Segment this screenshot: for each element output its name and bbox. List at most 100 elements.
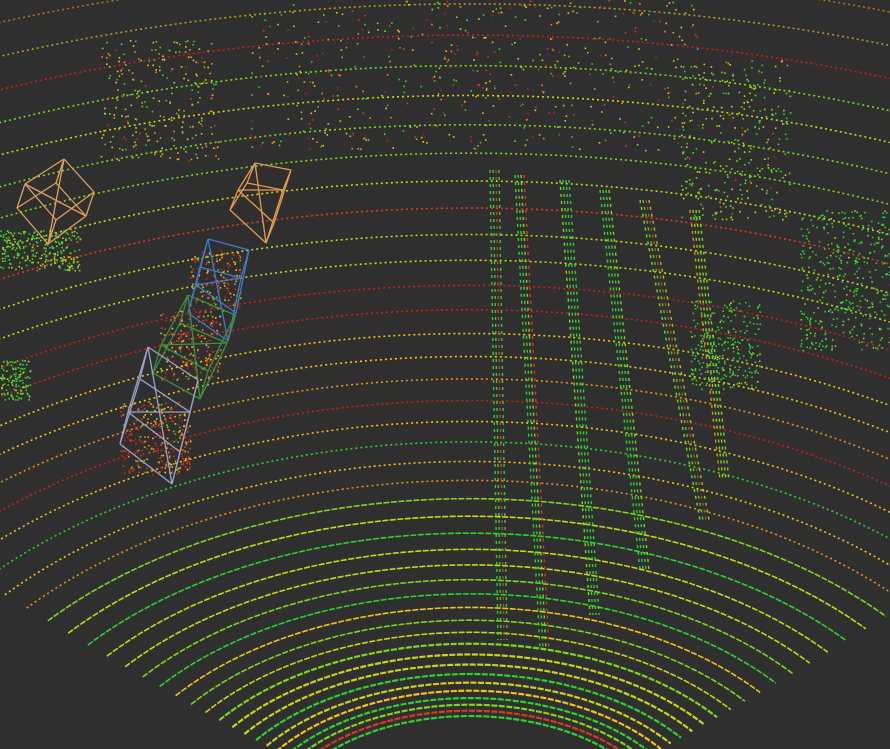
lidar-point: [155, 418, 158, 420]
lidar-point: [328, 71, 330, 73]
lidar-point: [186, 331, 189, 334]
lidar-point: [692, 372, 694, 375]
lidar-point: [432, 77, 434, 79]
lidar-point: [169, 101, 171, 103]
lidar-point: [4, 394, 6, 396]
lidar-point: [183, 148, 185, 150]
lidar-point: [826, 223, 828, 226]
lidar-point: [738, 91, 741, 94]
lidar-point: [806, 238, 808, 240]
lidar-point: [565, 115, 568, 117]
box-gray-front[interactable]: [119, 346, 199, 485]
lidar-point: [135, 148, 137, 150]
lidar-point: [800, 310, 802, 313]
lidar-point: [741, 198, 743, 200]
lidar-point: [166, 356, 169, 359]
lidar-point: [668, 96, 670, 99]
lidar-point: [181, 318, 184, 321]
lidar-point: [729, 64, 731, 66]
lidar-point: [835, 306, 838, 309]
lidar-point: [135, 144, 137, 146]
lidar-point: [593, 88, 596, 90]
lidar-point: [739, 183, 742, 186]
lidar-point: [748, 105, 751, 108]
lidar-point: [806, 337, 809, 339]
lidar-point: [211, 323, 214, 325]
lidar-point: [739, 189, 742, 191]
lidar-point: [3, 369, 5, 371]
lidar-point: [844, 217, 847, 219]
lidar-point: [824, 338, 827, 340]
lidar-point: [11, 242, 13, 245]
lidar-point: [23, 232, 25, 235]
lidar-point: [472, 36, 474, 39]
lidar-point: [706, 382, 708, 385]
lidar-point: [491, 41, 494, 44]
lidar-point: [843, 212, 846, 214]
lidar-point: [464, 100, 466, 103]
lidar-point: [17, 244, 20, 247]
lidar-point: [157, 461, 160, 463]
lidar-point: [511, 43, 513, 46]
lidar-point: [184, 41, 187, 43]
lidar-point: [157, 448, 159, 450]
box-mid-orange[interactable]: [229, 162, 292, 244]
lidar-point: [129, 40, 132, 42]
lidar-point: [551, 48, 554, 50]
lidar-point: [757, 372, 759, 374]
lidar-point: [818, 286, 821, 288]
lidar-point: [521, 103, 524, 106]
lidar-point: [120, 454, 123, 457]
lidar-point: [720, 106, 723, 109]
lidar-point: [636, 144, 639, 146]
lidar-point: [692, 383, 694, 385]
scan-ring: [47, 497, 887, 622]
lidar-point: [141, 409, 144, 412]
lidar-point: [422, 133, 425, 136]
lidar-point: [786, 212, 788, 214]
lidar-point: [182, 457, 185, 460]
lidar-point: [73, 258, 75, 261]
box-far-left-orange[interactable]: [16, 158, 95, 245]
lidar-point: [5, 255, 7, 257]
lidar-point: [197, 296, 199, 299]
lidar-point: [199, 82, 201, 85]
lidar-point: [165, 420, 168, 423]
lidar-point: [741, 194, 743, 196]
lidar-point: [206, 254, 208, 256]
lidar-point: [15, 268, 17, 271]
lidar-point: [68, 266, 71, 269]
lidar-point: [714, 212, 716, 214]
cluster-left-vegetation: [0, 230, 82, 272]
lidar-point: [743, 95, 746, 97]
lidar-point: [818, 240, 821, 243]
lidar-point: [589, 73, 591, 76]
lidar-point: [700, 342, 703, 344]
lidar-point: [738, 366, 741, 368]
lidar-point: [215, 155, 217, 157]
lidar-point: [159, 115, 162, 117]
lidar-point: [686, 164, 689, 166]
lidar-point: [413, 64, 416, 66]
lidar-point: [695, 92, 697, 95]
lidar-point: [1, 393, 3, 395]
lidar-point: [716, 377, 719, 380]
lidar-point: [109, 54, 111, 57]
lidar-point: [140, 406, 143, 408]
scan-ring: [0, 309, 890, 398]
lidar-point: [312, 81, 314, 84]
lidar-point: [134, 141, 136, 144]
lidar-point: [2, 248, 4, 251]
lidar-point: [152, 41, 155, 44]
lidar-point: [159, 426, 162, 428]
lidar-point: [173, 455, 175, 457]
lidar-point: [300, 111, 303, 114]
lidar-point: [259, 56, 261, 59]
lidar-point: [837, 251, 839, 253]
lidar-point: [194, 376, 196, 378]
lidar-point: [54, 234, 57, 237]
lidar-point: [131, 72, 134, 74]
lidar-point: [54, 255, 56, 257]
lidar-point: [189, 463, 191, 466]
